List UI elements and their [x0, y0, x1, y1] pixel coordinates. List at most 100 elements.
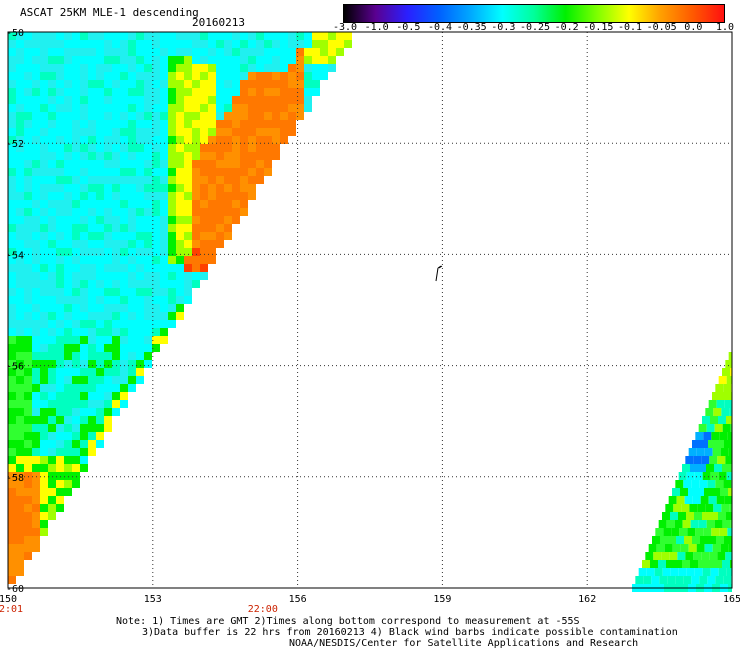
swath-cell: [728, 488, 732, 496]
swath-cell: [8, 536, 16, 544]
swath-cell: [240, 104, 248, 112]
swath-cell: [208, 232, 216, 240]
swath-cell: [224, 160, 232, 168]
swath-cell: [136, 88, 144, 96]
swath-cell: [711, 528, 720, 536]
swath-cell: [712, 448, 721, 456]
swath-cell: [144, 280, 152, 288]
swath-cell: [16, 368, 24, 376]
swath-cell: [32, 96, 40, 104]
swath-cell: [168, 136, 176, 144]
swath-cell: [8, 528, 16, 536]
swath-cell: [64, 264, 72, 272]
swath-cell: [224, 88, 232, 96]
swath-cell: [136, 104, 144, 112]
swath-cell: [152, 120, 160, 128]
swath-cell: [96, 64, 104, 72]
swath-cell: [288, 72, 296, 80]
swath-cell: [32, 424, 40, 432]
swath-cell: [707, 480, 716, 488]
swath-cell: [88, 352, 96, 360]
swath-cell: [184, 120, 192, 128]
swath-cell: [128, 320, 136, 328]
swath-cell: [80, 176, 88, 184]
swath-cell: [40, 112, 48, 120]
swath-cell: [48, 336, 56, 344]
swath-cell: [80, 328, 88, 336]
swath-cell: [200, 264, 208, 272]
swath-cell: [713, 408, 722, 416]
swath-cell: [708, 400, 717, 408]
swath-cell: [64, 120, 72, 128]
swath-cell: [96, 168, 104, 176]
swath-cell: [712, 392, 720, 400]
swath-cell: [24, 296, 32, 304]
swath-cell: [40, 384, 48, 392]
swath-cell: [40, 96, 48, 104]
swath-cell: [80, 408, 88, 416]
swath-cell: [88, 384, 96, 392]
swath-cell: [24, 392, 32, 400]
swath-cell: [344, 32, 352, 40]
swath-cell: [40, 304, 48, 312]
swath-cell: [136, 368, 144, 376]
swath-cell: [240, 120, 248, 128]
swath-cell: [64, 128, 72, 136]
swath-cell: [24, 304, 32, 312]
swath-cell: [112, 208, 120, 216]
swath-cell: [24, 192, 32, 200]
swath-cell: [152, 240, 160, 248]
swath-cell: [144, 176, 152, 184]
swath-cell: [40, 32, 48, 40]
swath-cell: [272, 112, 280, 120]
swath-cell: [280, 72, 288, 80]
swath-cell: [160, 336, 168, 344]
swath-cell: [72, 296, 80, 304]
swath-cell: [152, 112, 160, 120]
swath-cell: [48, 240, 56, 248]
lat-lon-grid: [8, 32, 732, 588]
swath-cell: [714, 520, 723, 528]
swath-cell: [32, 472, 40, 480]
swath-cell: [691, 480, 700, 488]
swath-cell: [40, 256, 48, 264]
swath-cell: [719, 432, 728, 440]
swath-cell: [136, 160, 144, 168]
swath-cell: [80, 360, 88, 368]
swath-cell: [32, 432, 40, 440]
swath-cell: [16, 312, 24, 320]
swath-cell: [80, 368, 88, 376]
swath-cell: [678, 472, 687, 480]
swath-cell: [112, 104, 120, 112]
swath-cell: [80, 280, 88, 288]
swath-cell: [216, 184, 224, 192]
swath-cell: [658, 520, 667, 528]
swath-cell: [696, 488, 704, 496]
swath-cell: [675, 480, 684, 488]
swath-cell: [8, 440, 16, 448]
swath-cell: [16, 32, 24, 40]
swath-cell: [8, 408, 16, 416]
swath-cell: [120, 280, 128, 288]
swath-cell: [272, 56, 280, 64]
swath-cell: [144, 224, 152, 232]
swath-cell: [96, 280, 104, 288]
swath-cell: [8, 176, 16, 184]
swath-cell: [120, 288, 128, 296]
swath-cell: [96, 176, 104, 184]
swath-cell: [128, 96, 136, 104]
swath-cell: [112, 88, 120, 96]
swath-cell: [80, 136, 88, 144]
swath-cell: [112, 352, 120, 360]
swath-cell: [248, 32, 256, 40]
swath-cell: [128, 304, 136, 312]
swath-cell: [272, 152, 280, 160]
swath-cell: [128, 184, 136, 192]
swath-cell: [160, 192, 168, 200]
swath-cell: [200, 72, 208, 80]
swath-cell: [662, 568, 671, 576]
swath-cell: [48, 280, 56, 288]
swath-cell: [88, 208, 96, 216]
swath-cell: [32, 296, 40, 304]
